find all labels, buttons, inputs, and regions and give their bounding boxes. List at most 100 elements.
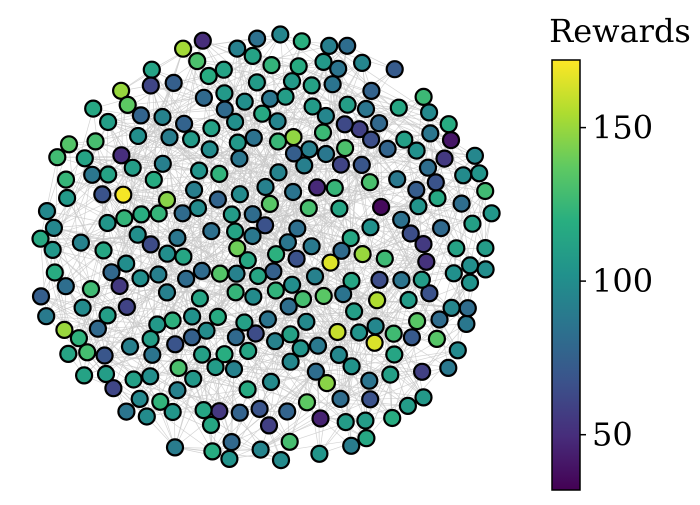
graph-node (195, 33, 211, 49)
graph-node (159, 284, 175, 300)
graph-node (97, 348, 113, 364)
graph-node (462, 257, 478, 273)
graph-node (262, 91, 278, 107)
graph-node (178, 271, 194, 287)
graph-node (186, 182, 202, 198)
graph-node (171, 360, 187, 376)
graph-node (224, 434, 240, 450)
graph-node (262, 196, 278, 212)
graph-node (410, 198, 426, 214)
graph-node (450, 342, 466, 358)
graph-node (203, 120, 219, 136)
graph-node (100, 114, 116, 130)
graph-node (331, 347, 347, 363)
graph-node (100, 167, 116, 183)
graph-node (231, 151, 247, 167)
graph-node (309, 179, 325, 195)
graph-node (368, 318, 384, 334)
graph-node (464, 216, 480, 232)
graph-node (236, 315, 252, 331)
graph-node (408, 182, 424, 198)
graph-node (169, 230, 185, 246)
graph-node (358, 430, 374, 446)
graph-node (143, 331, 159, 347)
graph-node (391, 100, 407, 116)
graph-node (316, 288, 332, 304)
graph-node (401, 292, 417, 308)
graph-node (246, 130, 262, 146)
graph-node (100, 215, 116, 231)
graph-node (183, 131, 199, 147)
graph-node (440, 360, 456, 376)
graph-node (194, 263, 210, 279)
graph-node (318, 108, 334, 124)
graph-node (304, 238, 320, 254)
graph-node (400, 398, 416, 414)
graph-node (344, 358, 360, 374)
graph-node (471, 165, 487, 181)
graph-node (118, 404, 134, 420)
graph-node (227, 224, 243, 240)
graph-node (428, 174, 444, 190)
graph-node (252, 401, 268, 417)
graph-node (224, 207, 240, 223)
colorbar-gradient (552, 60, 580, 490)
graph-node (61, 136, 77, 152)
graph-node (228, 284, 244, 300)
graph-node (83, 281, 99, 297)
graph-node (199, 323, 215, 339)
colorbar-label: Rewards (549, 12, 691, 50)
graph-node (119, 299, 135, 315)
graph-node (409, 143, 425, 159)
graph-node (285, 184, 301, 200)
graph-node (169, 382, 185, 398)
graph-node (294, 33, 310, 49)
graph-node (211, 166, 227, 182)
graph-node (363, 132, 379, 148)
graph-node (279, 404, 295, 420)
graph-node (380, 141, 396, 157)
graph-node (155, 156, 171, 172)
graph-node (478, 261, 494, 277)
graph-node (371, 115, 387, 131)
graph-node (230, 135, 246, 151)
graph-node (33, 288, 49, 304)
graph-node (372, 272, 388, 288)
graph-node (414, 272, 430, 288)
graph-node (301, 141, 317, 157)
graph-node (203, 417, 219, 433)
graph-node (192, 290, 208, 306)
graph-node (167, 336, 183, 352)
graph-node (59, 190, 75, 206)
graph-node (443, 132, 459, 148)
graph-node (308, 364, 324, 380)
graph-node (318, 146, 334, 162)
graph-node (282, 326, 298, 342)
graph-node (271, 164, 287, 180)
graph-node (76, 367, 92, 383)
graph-node (295, 291, 311, 307)
graph-node (261, 417, 277, 433)
graph-node (122, 339, 138, 355)
graph-node (382, 367, 398, 383)
graph-node (393, 272, 409, 288)
graph-node (162, 129, 178, 145)
graph-node (367, 335, 383, 351)
graph-node (143, 78, 159, 94)
graph-node (313, 411, 329, 427)
graph-node (46, 220, 62, 236)
graph-node (73, 235, 89, 251)
graph-node (125, 160, 141, 176)
graph-node (196, 90, 212, 106)
graph-node (316, 54, 332, 70)
graph-node (283, 354, 299, 370)
graph-node (201, 68, 217, 84)
graph-node (437, 151, 453, 167)
graph-node (254, 106, 270, 122)
graph-node (273, 452, 289, 468)
graph-node (416, 89, 432, 105)
graph-node (142, 368, 158, 384)
graph-node (268, 283, 284, 299)
graph-node (90, 321, 106, 337)
